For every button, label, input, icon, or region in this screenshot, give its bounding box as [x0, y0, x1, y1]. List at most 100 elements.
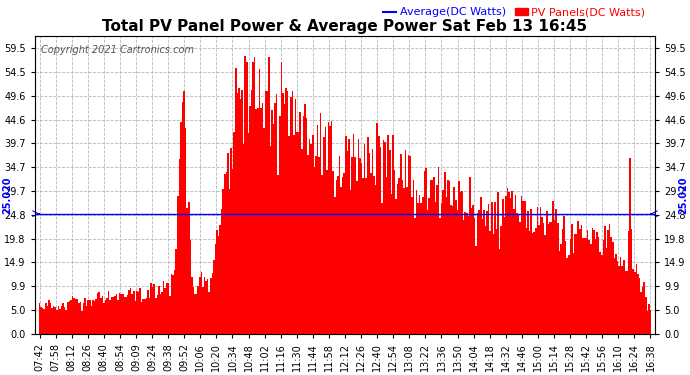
Bar [413, 180, 414, 334]
Bar [457, 210, 458, 334]
Bar [290, 97, 292, 334]
Bar [494, 202, 496, 334]
Bar [368, 153, 370, 334]
Bar [340, 187, 342, 334]
Bar [637, 274, 639, 334]
Bar [650, 310, 651, 334]
Bar [635, 264, 637, 334]
Text: Copyright 2021 Cartronics.com: Copyright 2021 Cartronics.com [41, 45, 194, 55]
Bar [522, 201, 524, 334]
Bar [218, 236, 219, 334]
Bar [185, 129, 186, 334]
Bar [380, 147, 381, 334]
Bar [395, 199, 397, 334]
Bar [542, 217, 543, 334]
Bar [502, 199, 504, 334]
Bar [226, 172, 227, 334]
Bar [590, 244, 591, 334]
Bar [298, 132, 299, 334]
Bar [51, 308, 53, 334]
Bar [480, 196, 482, 334]
Bar [114, 296, 116, 334]
Bar [196, 294, 197, 334]
Bar [404, 150, 406, 334]
Bar [119, 293, 121, 334]
Bar [417, 203, 419, 334]
Bar [81, 311, 83, 334]
Bar [639, 278, 640, 334]
Bar [244, 56, 246, 334]
Bar [510, 198, 511, 334]
Bar [451, 205, 452, 334]
Bar [213, 260, 215, 334]
Bar [334, 196, 335, 334]
Bar [559, 251, 560, 334]
Bar [159, 294, 161, 334]
Bar [622, 266, 623, 334]
Bar [128, 290, 130, 334]
Bar [453, 188, 455, 334]
Bar [117, 300, 119, 334]
Bar [430, 180, 431, 334]
Bar [397, 183, 398, 334]
Bar [299, 112, 301, 334]
Bar [344, 174, 345, 334]
Bar [97, 292, 99, 334]
Bar [527, 211, 529, 334]
Bar [389, 150, 391, 334]
Bar [105, 300, 106, 334]
Bar [535, 228, 537, 334]
Bar [578, 222, 579, 334]
Bar [312, 135, 313, 334]
Bar [179, 159, 180, 334]
Bar [574, 234, 576, 334]
Bar [276, 94, 277, 334]
Bar [301, 148, 303, 334]
Bar [425, 168, 426, 334]
Bar [609, 224, 611, 334]
Bar [172, 275, 174, 334]
Bar [475, 246, 477, 334]
Bar [318, 157, 320, 334]
Bar [135, 301, 136, 334]
Bar [270, 146, 271, 334]
Bar [175, 249, 177, 334]
Bar [73, 298, 75, 334]
Title: Total PV Panel Power & Average Power Sat Feb 13 16:45: Total PV Panel Power & Average Power Sat… [102, 19, 588, 34]
Bar [414, 218, 415, 334]
Bar [323, 137, 324, 334]
Bar [282, 93, 284, 334]
Bar [148, 298, 150, 334]
Bar [219, 225, 221, 334]
Bar [383, 140, 384, 334]
Bar [362, 178, 364, 334]
Bar [238, 88, 239, 334]
Bar [489, 231, 491, 334]
Bar [94, 301, 95, 334]
Bar [139, 288, 141, 334]
Bar [287, 91, 288, 334]
Bar [387, 135, 389, 334]
Bar [433, 177, 435, 334]
Bar [521, 196, 522, 334]
Bar [101, 296, 103, 334]
Bar [108, 291, 110, 334]
Bar [188, 202, 190, 334]
Bar [548, 224, 549, 334]
Bar [257, 108, 259, 334]
Bar [271, 110, 273, 334]
Bar [381, 203, 383, 334]
Bar [402, 180, 403, 334]
Bar [509, 192, 510, 334]
Bar [249, 106, 250, 334]
Bar [526, 228, 527, 334]
Bar [357, 139, 359, 334]
Bar [602, 240, 604, 334]
Bar [216, 230, 218, 334]
Bar [248, 133, 249, 334]
Bar [317, 125, 318, 334]
Bar [55, 306, 56, 334]
Bar [600, 252, 601, 334]
Text: 25.020: 25.020 [678, 176, 688, 214]
Bar [221, 209, 222, 334]
